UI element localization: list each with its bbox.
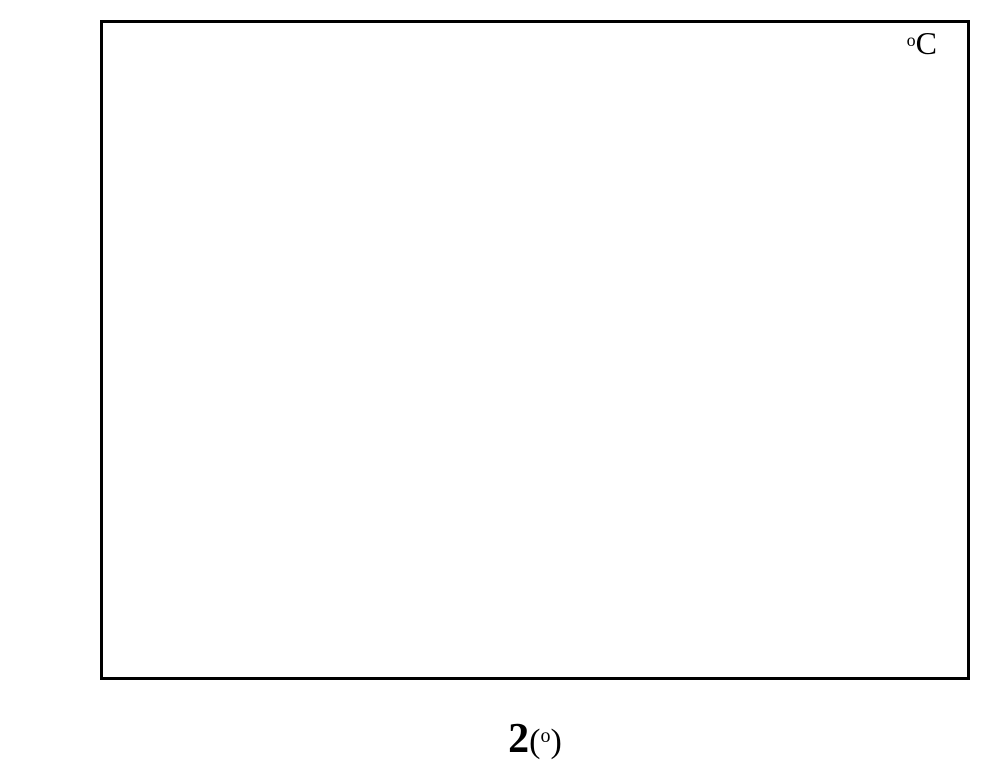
plot-svg — [103, 23, 967, 677]
y-axis-title — [0, 150, 80, 590]
figure-container: oC 2(o) — [0, 0, 1000, 765]
temperature-annotation: oC — [907, 25, 937, 62]
plot-area: oC — [100, 20, 970, 680]
x-axis-title: 2(o) — [100, 715, 970, 763]
